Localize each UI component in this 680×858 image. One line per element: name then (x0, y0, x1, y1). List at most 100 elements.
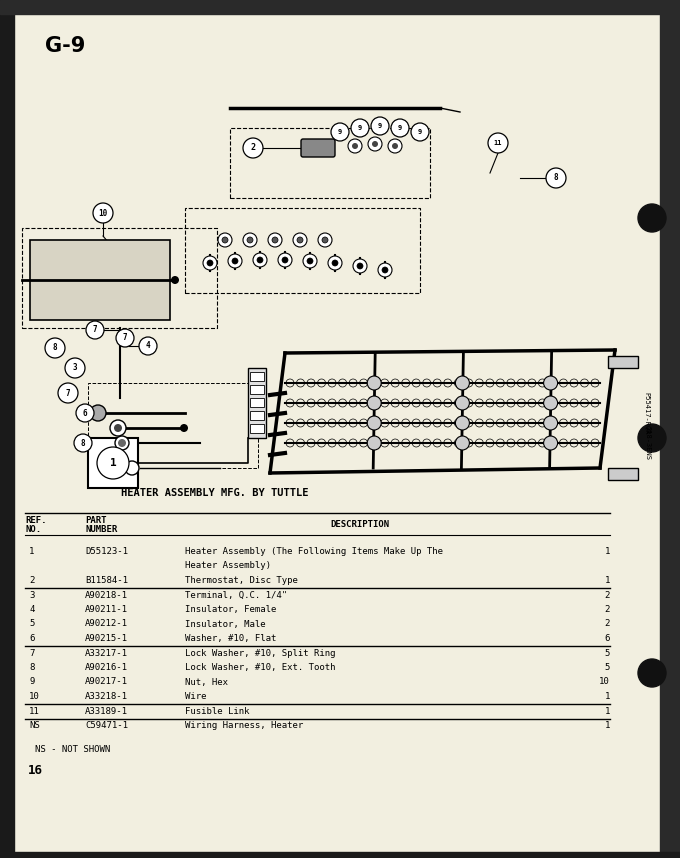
Circle shape (93, 203, 113, 223)
Text: A90218-1: A90218-1 (85, 590, 128, 600)
Circle shape (332, 260, 338, 266)
Circle shape (357, 263, 363, 269)
Circle shape (322, 237, 328, 243)
Circle shape (86, 321, 104, 339)
Circle shape (378, 263, 392, 277)
Circle shape (307, 258, 313, 264)
Circle shape (352, 143, 358, 149)
Text: Insulator, Male: Insulator, Male (185, 619, 266, 629)
Bar (250, 398, 264, 407)
Circle shape (116, 329, 134, 347)
Text: P55417-RQR: P55417-RQR (644, 392, 650, 434)
Text: A33189-1: A33189-1 (85, 706, 128, 716)
Circle shape (139, 337, 157, 355)
Circle shape (367, 396, 381, 410)
Circle shape (318, 233, 332, 247)
Circle shape (97, 447, 129, 479)
Circle shape (253, 253, 267, 267)
Circle shape (638, 204, 666, 232)
Circle shape (282, 257, 288, 263)
Text: 1: 1 (29, 547, 35, 556)
Text: NS - NOT SHOWN: NS - NOT SHOWN (35, 746, 110, 754)
Circle shape (180, 424, 188, 432)
Circle shape (382, 267, 388, 273)
Text: Heater Assembly): Heater Assembly) (185, 561, 271, 571)
Text: A90211-1: A90211-1 (85, 605, 128, 614)
Text: Insulator, Female: Insulator, Female (185, 605, 276, 614)
Text: A90215-1: A90215-1 (85, 634, 128, 643)
Circle shape (488, 133, 508, 153)
Text: 3: 3 (29, 590, 35, 600)
Circle shape (456, 396, 469, 410)
Text: 1: 1 (605, 706, 610, 716)
Circle shape (303, 254, 317, 268)
Bar (185, 208, 420, 293)
Bar (248, 368, 266, 438)
Text: 10: 10 (29, 692, 39, 701)
Text: 5: 5 (605, 649, 610, 657)
Text: Thermostat, Disc Type: Thermostat, Disc Type (185, 576, 298, 585)
Text: G-9: G-9 (45, 36, 86, 56)
Bar (230, 128, 430, 198)
Circle shape (232, 258, 238, 264)
Text: 2: 2 (29, 576, 35, 585)
Text: Washer, #10, Flat: Washer, #10, Flat (185, 634, 276, 643)
Bar (30, 240, 170, 320)
Bar (88, 438, 138, 488)
Text: Wire: Wire (185, 692, 207, 701)
Bar (0, 0, 14, 858)
Text: 10: 10 (599, 678, 610, 686)
Text: 7: 7 (66, 389, 70, 397)
Circle shape (114, 424, 122, 432)
Bar (608, 356, 638, 368)
Text: A90217-1: A90217-1 (85, 678, 128, 686)
Text: 8: 8 (554, 173, 558, 183)
Circle shape (76, 404, 94, 422)
Circle shape (638, 659, 666, 687)
Circle shape (268, 233, 282, 247)
Text: 8: 8 (29, 663, 35, 672)
Text: C59471-1: C59471-1 (85, 721, 128, 730)
Circle shape (543, 436, 558, 450)
Circle shape (243, 233, 257, 247)
Circle shape (328, 256, 342, 270)
Circle shape (543, 396, 558, 410)
Circle shape (228, 254, 242, 268)
Text: 10: 10 (99, 208, 107, 217)
Circle shape (110, 420, 126, 436)
Bar (22, 228, 217, 328)
Circle shape (58, 383, 78, 403)
Text: 4: 4 (146, 341, 150, 351)
Circle shape (331, 123, 349, 141)
Circle shape (74, 434, 92, 452)
Circle shape (118, 439, 126, 447)
Text: 2: 2 (250, 143, 256, 153)
Circle shape (243, 138, 263, 158)
Circle shape (638, 424, 666, 452)
Text: 218-3ENS: 218-3ENS (644, 426, 650, 460)
Text: A33217-1: A33217-1 (85, 649, 128, 657)
Circle shape (368, 137, 382, 151)
Text: Lock Washer, #10, Split Ring: Lock Washer, #10, Split Ring (185, 649, 335, 657)
Bar (250, 411, 264, 420)
Text: HEATER ASSEMBLY MFG. BY TUTTLE: HEATER ASSEMBLY MFG. BY TUTTLE (121, 488, 309, 498)
Text: 6: 6 (29, 634, 35, 643)
Circle shape (203, 256, 217, 270)
Text: 7: 7 (92, 325, 97, 335)
Text: DESCRIPTION: DESCRIPTION (330, 520, 390, 529)
Circle shape (543, 376, 558, 390)
Circle shape (207, 260, 213, 266)
Text: 7: 7 (29, 649, 35, 657)
Bar (660, 0, 680, 858)
Circle shape (348, 139, 362, 153)
Text: 7: 7 (122, 334, 127, 342)
Text: D55123-1: D55123-1 (85, 547, 128, 556)
Circle shape (247, 237, 253, 243)
Circle shape (391, 119, 409, 137)
Bar (0, 0, 680, 14)
Circle shape (388, 139, 402, 153)
Text: 2: 2 (605, 605, 610, 614)
Bar (250, 372, 264, 381)
Circle shape (367, 376, 381, 390)
Circle shape (546, 168, 566, 188)
